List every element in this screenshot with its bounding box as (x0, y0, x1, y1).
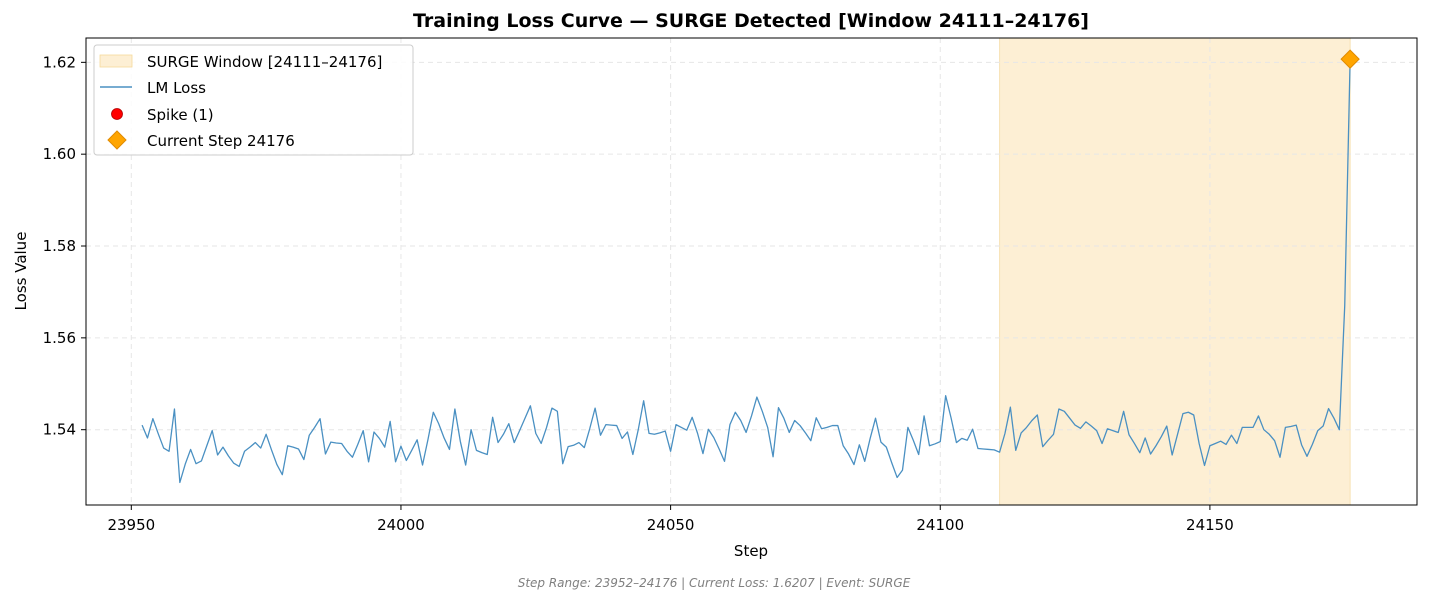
legend-swatch-current (107, 130, 127, 150)
legend-label-current: Current Step 24176 (147, 132, 295, 150)
x-tick-label: 23950 (107, 516, 155, 534)
axes-frame (85, 37, 1418, 506)
y-axis-label: Loss Value (12, 232, 30, 311)
footer-summary: Step Range: 23952–24176 | Current Loss: … (518, 576, 911, 590)
current-step-marker (1340, 49, 1360, 69)
x-tick-label: 24150 (1186, 516, 1234, 534)
x-tick-label: 24000 (377, 516, 425, 534)
y-tick-label: 1.58 (43, 237, 76, 255)
surge-window-band (999, 37, 1351, 506)
x-tick-label: 24050 (647, 516, 695, 534)
y-tick-label: 1.62 (43, 53, 76, 71)
series-line-lm-loss (141, 59, 1351, 484)
x-axis-label: Step (734, 542, 768, 560)
y-tick-label: 1.54 (43, 421, 76, 439)
legend-box (93, 44, 414, 156)
legend-label-series: LM Loss (147, 79, 206, 97)
legend-label-spike: Spike (1) (147, 106, 214, 124)
legend: SURGE Window [24111–24176] LM Loss Spike… (93, 44, 414, 156)
x-tick-label: 24100 (916, 516, 964, 534)
legend-label-window: SURGE Window [24111–24176] (147, 53, 382, 71)
legend-swatch-spike (111, 108, 123, 120)
y-tick-label: 1.56 (43, 329, 76, 347)
legend-swatch-window (99, 54, 133, 68)
y-tick-label: 1.60 (43, 145, 76, 163)
chart-title: Training Loss Curve — SURGE Detected [Wi… (413, 10, 1089, 32)
